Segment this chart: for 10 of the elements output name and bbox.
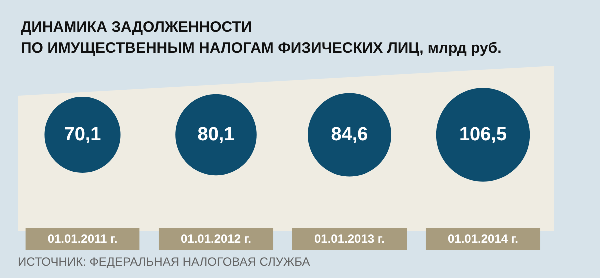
data-label: 106,5 <box>459 124 508 146</box>
text: ИСТОЧНИК: ФЕДЕРАЛЬНАЯ НАЛОГОВАЯ СЛУЖБА <box>18 255 310 269</box>
text: ДИНАМИКА ЗАДОЛЖЕННОСТИ ПО ИМУЩЕСТВЕННЫМ НАЛОГАМ ФИЗИЧЕСКИХ ЛИЦ, млрд руб. <box>21 19 502 57</box>
category-label: 01.01.2012 г. <box>180 232 252 246</box>
data-label: 80,1 <box>198 124 236 146</box>
category-label: 01.01.2013 г. <box>314 232 386 246</box>
data-label: 70,1 <box>64 124 102 146</box>
data-label: 84,6 <box>331 124 368 146</box>
category-label: 01.01.2011 г. <box>48 232 118 246</box>
category-label: 01.01.2014 г. <box>448 232 519 246</box>
